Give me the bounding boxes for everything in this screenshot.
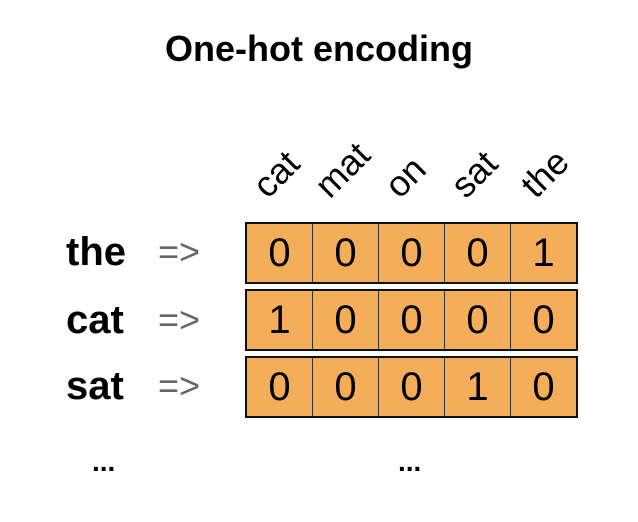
one-hot-vector: 0 0 0 0 1 <box>245 222 578 284</box>
vector-cell: 0 <box>510 291 576 349</box>
vector-cell: 0 <box>247 358 312 416</box>
vector-cell: 0 <box>444 224 510 282</box>
one-hot-vector: 1 0 0 0 0 <box>245 289 578 351</box>
arrow: => <box>158 231 201 272</box>
row-word: the <box>66 230 126 274</box>
vector-cell: 0 <box>378 358 444 416</box>
vocab-label: the <box>512 141 577 206</box>
vocab-label: on <box>376 148 434 206</box>
vector-cell: 0 <box>510 358 576 416</box>
vocab-label: sat <box>442 142 506 206</box>
vector-cell: 1 <box>247 291 312 349</box>
ellipsis-words: ... <box>92 446 116 477</box>
vector-cell: 1 <box>510 224 576 282</box>
vector-cell: 0 <box>378 224 444 282</box>
vector-cell: 0 <box>247 224 312 282</box>
row-word: cat <box>66 298 124 342</box>
vector-cell: 0 <box>312 358 378 416</box>
vector-cell: 0 <box>444 291 510 349</box>
ellipsis-vectors: ... <box>398 446 422 477</box>
vocab-label: mat <box>306 133 378 206</box>
vector-cell: 0 <box>378 291 444 349</box>
diagram-title: One-hot encoding <box>165 28 473 69</box>
vector-cell: 0 <box>312 291 378 349</box>
vocab-label: cat <box>244 142 308 206</box>
one-hot-vector: 0 0 0 1 0 <box>245 356 578 418</box>
arrow: => <box>158 299 201 340</box>
arrow: => <box>158 365 201 406</box>
vector-cell: 1 <box>444 358 510 416</box>
vector-cell: 0 <box>312 224 378 282</box>
row-word: sat <box>66 364 124 408</box>
